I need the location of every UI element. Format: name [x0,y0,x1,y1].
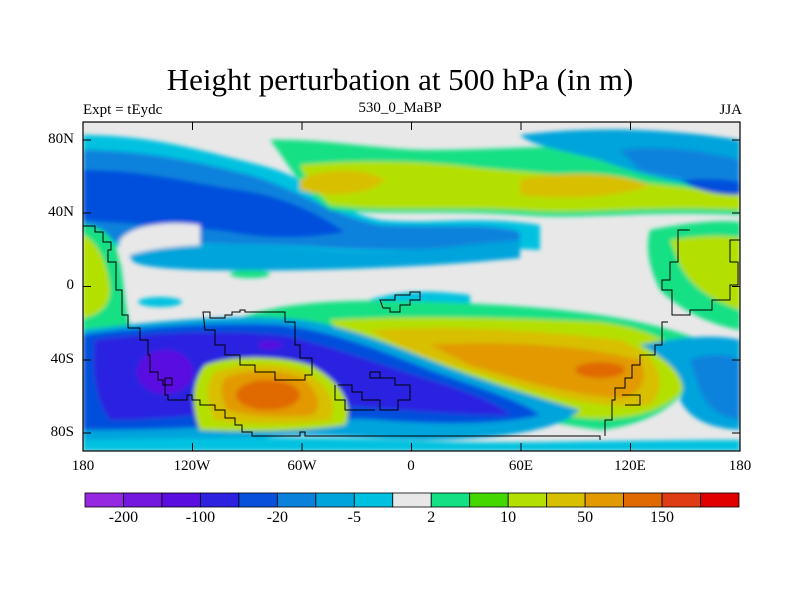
colorbar-box [276,492,317,508]
colorbar-box [623,492,663,508]
season-label: JJA [719,102,742,118]
colorbar-box [700,492,740,508]
colorbar-label: -5 [347,509,361,526]
colorbar-box [123,492,163,508]
x-tick-label: 180 [728,458,752,474]
x-tick-label: 0 [407,458,415,474]
period-label: 530_0_MaBP [358,100,442,116]
y-tick-label: 40S [50,351,74,367]
colorbar-label: 2 [427,509,436,526]
coastlines [83,225,740,440]
colorbar-label: -200 [108,509,139,526]
y-tick-label: 80N [48,131,74,147]
colorbar-label: 150 [650,509,675,526]
colorbar-box [200,492,240,508]
colorbar-box [430,492,471,508]
x-tick-label: 120E [614,458,646,474]
colorbar-box [507,492,548,508]
colorbar-box [238,492,278,508]
plot-title: Height perturbation at 500 hPa (in m) [166,62,634,97]
colorbar-label: 10 [500,509,517,526]
colorbar-box [315,492,355,508]
axis-ticks [82,122,741,451]
colorbar-box [469,492,509,508]
x-tick-label: 180 [71,458,95,474]
y-tick-label: 80S [50,424,74,440]
y-tick-label: 40N [48,204,74,220]
experiment-label: Expt = tEydc [83,102,163,118]
colorbar-box [661,492,701,508]
colorbar-box [392,492,432,508]
colorbar-box [84,492,124,508]
colorbar-label: -100 [185,509,216,526]
colorbar-box [353,492,394,508]
colorbar-label: -20 [266,509,289,526]
x-tick-label: 120W [173,458,211,474]
contour-field [83,122,740,451]
colorbar-label: 50 [577,509,594,526]
colorbar-box [546,492,586,508]
colorbar-box [161,492,201,508]
x-tick-label: 60E [508,458,534,474]
x-tick-label: 60W [287,458,317,474]
colorbar [84,492,740,508]
y-tick-label: 0 [66,277,75,293]
colorbar-box [584,492,624,508]
